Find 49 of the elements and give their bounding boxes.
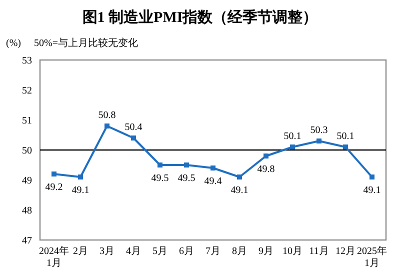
data-label: 49.1 bbox=[72, 185, 90, 196]
point bbox=[290, 144, 295, 150]
data-label: 50.1 bbox=[336, 131, 354, 142]
data-label: 50.1 bbox=[284, 131, 302, 142]
y-tick-label: 48 bbox=[22, 206, 32, 216]
x-tick-label: 12月 bbox=[336, 246, 356, 257]
y-tick-label: 49 bbox=[22, 176, 32, 186]
point bbox=[158, 162, 162, 168]
data-label: 49.5 bbox=[178, 173, 196, 184]
y-tick-label: 53 bbox=[22, 56, 32, 66]
x-tick-label: 10月 bbox=[282, 246, 302, 257]
x-tick-label: 2025年 1月 bbox=[357, 245, 387, 269]
data-label: 50.8 bbox=[98, 110, 116, 121]
x-tick-label: 8月 bbox=[232, 246, 247, 257]
point bbox=[184, 162, 189, 168]
data-label: 49.1 bbox=[363, 185, 381, 196]
point bbox=[264, 154, 268, 158]
y-tick-label: 52 bbox=[22, 86, 32, 96]
x-tick-label: 6月 bbox=[179, 246, 194, 257]
x-tick-label: 4月 bbox=[126, 246, 141, 257]
data-label: 49.8 bbox=[257, 164, 275, 175]
point bbox=[78, 174, 83, 180]
x-tick-label: 2月 bbox=[73, 246, 88, 257]
data-label: 49.5 bbox=[151, 173, 169, 184]
x-tick-label: 7月 bbox=[206, 246, 220, 257]
point bbox=[131, 136, 136, 140]
y-tick-label: 51 bbox=[22, 116, 32, 126]
data-label: 50.4 bbox=[124, 122, 142, 133]
point bbox=[52, 172, 56, 176]
point bbox=[370, 174, 374, 180]
x-tick-label: 11月 bbox=[309, 246, 329, 257]
x-tick-label: 5月 bbox=[152, 246, 168, 257]
x-tick-label: 3月 bbox=[100, 246, 114, 257]
y-tick-label: 47 bbox=[22, 236, 32, 246]
text: 50%=与上月比较无变化 bbox=[34, 37, 138, 49]
y-tick-label: 50 bbox=[22, 146, 32, 156]
data-label: 49.2 bbox=[45, 182, 63, 193]
x-tick-label: 2024年 1月 bbox=[39, 245, 69, 269]
point bbox=[210, 166, 216, 170]
data-label: 50.3 bbox=[310, 125, 328, 136]
point bbox=[237, 174, 242, 180]
chart-title: 图1 制造业PMI指数（经季节调整） bbox=[82, 9, 318, 26]
point bbox=[316, 138, 322, 144]
point bbox=[104, 124, 110, 128]
data-label: 49.1 bbox=[230, 185, 248, 196]
point bbox=[343, 144, 348, 150]
x-tick-label: 9月 bbox=[258, 246, 274, 257]
data-label: 49.4 bbox=[204, 176, 222, 187]
y-axis-title: (%) bbox=[6, 38, 21, 49]
